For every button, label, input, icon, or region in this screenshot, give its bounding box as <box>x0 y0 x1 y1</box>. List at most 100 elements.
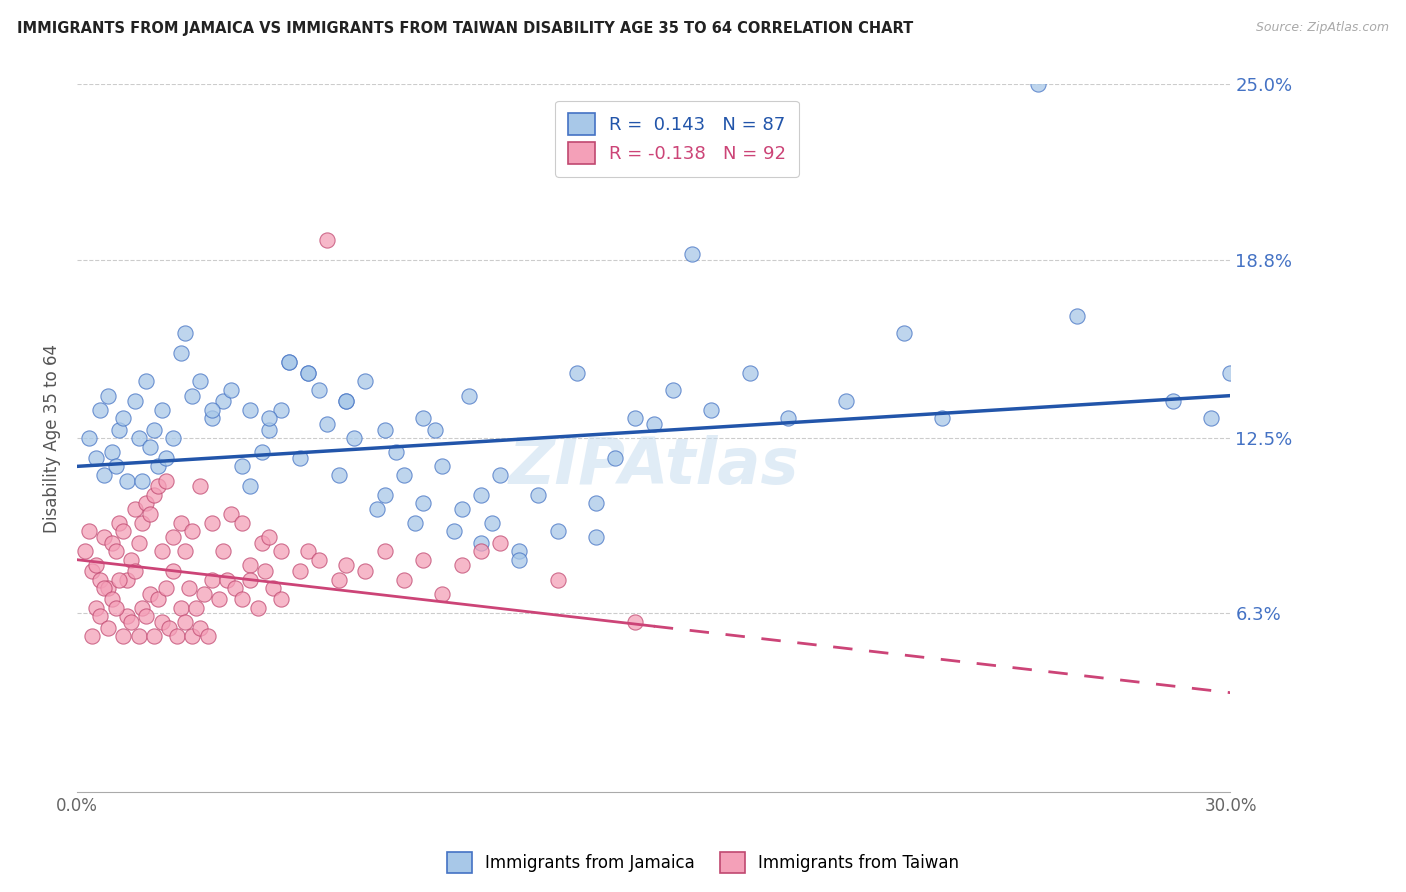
Point <box>700 402 723 417</box>
Point <box>623 615 645 629</box>
Point <box>112 524 135 539</box>
Point <box>146 592 169 607</box>
Point <box>135 609 157 624</box>
Point <box>231 516 253 530</box>
Point <box>681 247 703 261</box>
Point <box>259 411 281 425</box>
Point <box>86 450 108 465</box>
Point <box>343 431 366 445</box>
Point <box>219 383 242 397</box>
Point <box>208 592 231 607</box>
Point <box>112 629 135 643</box>
Point <box>354 564 377 578</box>
Point <box>124 564 146 578</box>
Point <box>308 383 330 397</box>
Point <box>308 552 330 566</box>
Point <box>82 564 104 578</box>
Point <box>374 423 396 437</box>
Point <box>277 354 299 368</box>
Point <box>270 402 292 417</box>
Point <box>565 366 588 380</box>
Point <box>104 459 127 474</box>
Point <box>423 423 446 437</box>
Point <box>104 544 127 558</box>
Point <box>605 450 627 465</box>
Point <box>643 417 665 431</box>
Point <box>162 431 184 445</box>
Point <box>335 394 357 409</box>
Point <box>139 508 162 522</box>
Point <box>432 459 454 474</box>
Point <box>239 479 262 493</box>
Point <box>128 431 150 445</box>
Point <box>508 544 530 558</box>
Point <box>1026 78 1049 92</box>
Point <box>162 530 184 544</box>
Point <box>115 474 138 488</box>
Point <box>155 581 177 595</box>
Point <box>166 629 188 643</box>
Point <box>270 592 292 607</box>
Point <box>259 530 281 544</box>
Point <box>77 431 100 445</box>
Point <box>89 402 111 417</box>
Point <box>738 366 761 380</box>
Point <box>404 516 426 530</box>
Point <box>77 524 100 539</box>
Point <box>108 516 131 530</box>
Point <box>250 445 273 459</box>
Point <box>188 479 211 493</box>
Point <box>155 450 177 465</box>
Point <box>392 573 415 587</box>
Point <box>335 558 357 573</box>
Point <box>489 535 512 549</box>
Point <box>97 581 120 595</box>
Point <box>297 366 319 380</box>
Point <box>135 375 157 389</box>
Point <box>835 394 858 409</box>
Point <box>120 615 142 629</box>
Point <box>239 558 262 573</box>
Point <box>288 450 311 465</box>
Point <box>246 600 269 615</box>
Point <box>201 516 224 530</box>
Point <box>547 573 569 587</box>
Point <box>173 326 195 341</box>
Point <box>335 394 357 409</box>
Point <box>115 573 138 587</box>
Point <box>1199 411 1222 425</box>
Point <box>143 629 166 643</box>
Point <box>778 411 800 425</box>
Point <box>458 389 481 403</box>
Point <box>157 621 180 635</box>
Point <box>115 609 138 624</box>
Point <box>181 389 204 403</box>
Point <box>150 544 173 558</box>
Point <box>239 573 262 587</box>
Point <box>297 544 319 558</box>
Point <box>193 587 215 601</box>
Point <box>89 609 111 624</box>
Point <box>86 558 108 573</box>
Point <box>131 474 153 488</box>
Point <box>432 587 454 601</box>
Point <box>481 516 503 530</box>
Point <box>470 535 492 549</box>
Point <box>108 423 131 437</box>
Text: IMMIGRANTS FROM JAMAICA VS IMMIGRANTS FROM TAIWAN DISABILITY AGE 35 TO 64 CORREL: IMMIGRANTS FROM JAMAICA VS IMMIGRANTS FR… <box>17 21 912 37</box>
Point <box>186 600 208 615</box>
Point <box>104 600 127 615</box>
Point <box>146 459 169 474</box>
Point <box>254 564 277 578</box>
Point <box>112 411 135 425</box>
Point <box>219 508 242 522</box>
Point <box>131 600 153 615</box>
Point <box>412 411 434 425</box>
Point <box>197 629 219 643</box>
Point <box>893 326 915 341</box>
Point <box>231 592 253 607</box>
Point <box>150 402 173 417</box>
Point <box>259 423 281 437</box>
Point <box>155 474 177 488</box>
Point <box>93 467 115 482</box>
